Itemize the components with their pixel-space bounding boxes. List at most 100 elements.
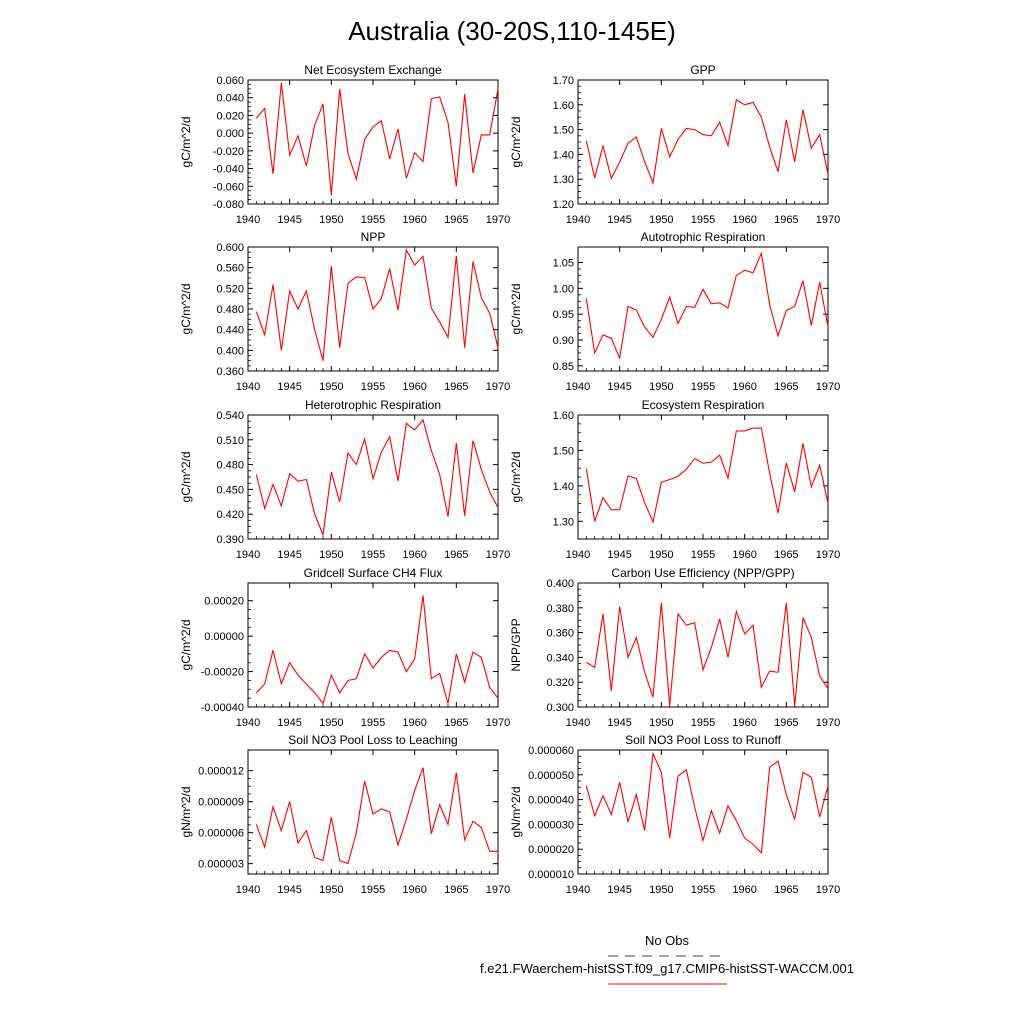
x-tick-label: 1940 bbox=[566, 884, 590, 896]
x-tick-label: 1940 bbox=[236, 381, 260, 393]
y-tick-label: 0.560 bbox=[216, 263, 244, 275]
y-tick-label: 0.360 bbox=[546, 628, 574, 640]
x-tick-label: 1955 bbox=[361, 717, 385, 729]
x-tick-label: 1950 bbox=[319, 381, 343, 393]
series-line bbox=[255, 418, 499, 538]
x-tick-label: 1970 bbox=[816, 884, 840, 896]
x-tick-label: 1960 bbox=[402, 884, 426, 896]
series-line bbox=[255, 595, 499, 705]
x-tick-label: 1960 bbox=[732, 549, 756, 561]
x-tick-label: 1950 bbox=[649, 717, 673, 729]
y-tick-label: 0.300 bbox=[546, 702, 574, 714]
x-tick-label: 1970 bbox=[486, 717, 510, 729]
y-axis-label: gN/m^2/d bbox=[179, 787, 193, 838]
y-tick-label: 0.480 bbox=[216, 304, 244, 316]
x-tick-label: 1970 bbox=[816, 214, 840, 226]
chart-title: Soil NO3 Pool Loss to Runoff bbox=[625, 733, 782, 747]
chart-title: Autotrophic Respiration bbox=[641, 230, 766, 244]
x-tick-label: 1940 bbox=[236, 549, 260, 561]
x-tick-label: 1945 bbox=[277, 549, 301, 561]
chart-panel-8: Carbon Use Efficiency (NPP/GPP) NPP/GPP 0.… bbox=[509, 566, 840, 729]
x-tick-label: 1960 bbox=[402, 549, 426, 561]
y-tick-label: -0.00040 bbox=[201, 702, 244, 714]
y-tick-label: 1.40 bbox=[553, 481, 574, 493]
legend-label: f.e21.FWaerchem-histSST.f09_g17.CMIP6-hi… bbox=[480, 961, 854, 976]
x-tick-label: 1970 bbox=[816, 717, 840, 729]
y-tick-label: 0.000030 bbox=[528, 819, 574, 831]
y-tick-label: 1.60 bbox=[553, 100, 574, 112]
y-tick-label: -0.080 bbox=[213, 199, 244, 211]
x-tick-label: 1960 bbox=[402, 214, 426, 226]
x-tick-label: 1940 bbox=[566, 549, 590, 561]
x-tick-label: 1940 bbox=[236, 214, 260, 226]
y-tick-label: 0.00020 bbox=[204, 596, 244, 608]
series-line bbox=[585, 427, 829, 524]
x-tick-label: 1945 bbox=[277, 381, 301, 393]
y-tick-label: 0.060 bbox=[216, 75, 244, 87]
y-tick-label: 0.000050 bbox=[528, 770, 574, 782]
x-tick-label: 1965 bbox=[444, 549, 468, 561]
y-tick-label: 0.000010 bbox=[528, 869, 574, 881]
figure-title: Australia (30-20S,110-145E) bbox=[348, 16, 676, 46]
x-tick-label: 1965 bbox=[774, 549, 798, 561]
x-tick-label: 1960 bbox=[732, 381, 756, 393]
series-line bbox=[585, 98, 829, 186]
x-tick-label: 1945 bbox=[277, 717, 301, 729]
y-tick-label: 0.00000 bbox=[204, 631, 244, 643]
chart-title: GPP bbox=[690, 63, 715, 77]
y-tick-label: 0.440 bbox=[216, 325, 244, 337]
chart-title: Carbon Use Efficiency (NPP/GPP) bbox=[611, 566, 794, 580]
y-tick-label: -0.00020 bbox=[201, 667, 244, 679]
chart-title: NPP bbox=[361, 230, 386, 244]
x-tick-label: 1950 bbox=[319, 884, 343, 896]
x-tick-label: 1945 bbox=[607, 884, 631, 896]
x-tick-label: 1950 bbox=[319, 549, 343, 561]
y-tick-label: 1.30 bbox=[553, 516, 574, 528]
chart-title: Ecosystem Respiration bbox=[642, 398, 765, 412]
x-tick-label: 1970 bbox=[486, 884, 510, 896]
y-tick-label: 0.000009 bbox=[198, 797, 244, 809]
y-tick-label: 1.40 bbox=[553, 149, 574, 161]
y-tick-label: 0.510 bbox=[216, 435, 244, 447]
x-tick-label: 1960 bbox=[732, 717, 756, 729]
y-tick-label: 0.520 bbox=[216, 283, 244, 295]
x-tick-label: 1940 bbox=[566, 717, 590, 729]
x-tick-label: 1960 bbox=[402, 381, 426, 393]
x-tick-label: 1940 bbox=[236, 884, 260, 896]
y-axis-label: gC/m^2/d bbox=[179, 452, 193, 503]
y-tick-label: -0.020 bbox=[213, 146, 244, 158]
x-tick-label: 1960 bbox=[402, 717, 426, 729]
y-tick-label: 1.00 bbox=[553, 283, 574, 295]
x-tick-label: 1940 bbox=[566, 214, 590, 226]
y-tick-label: 0.000006 bbox=[198, 828, 244, 840]
y-axis-label: gN/m^2/d bbox=[509, 787, 523, 838]
y-tick-label: 0.90 bbox=[553, 335, 574, 347]
y-tick-label: 0.000003 bbox=[198, 859, 244, 871]
plot-frame bbox=[577, 749, 829, 875]
x-tick-label: 1945 bbox=[607, 717, 631, 729]
series-line bbox=[586, 602, 829, 706]
chart-title: Net Ecosystem Exchange bbox=[304, 63, 442, 77]
y-axis-label: gC/m^2/d bbox=[179, 620, 193, 671]
y-tick-label: 0.320 bbox=[546, 677, 574, 689]
chart-title: Heterotrophic Respiration bbox=[305, 398, 441, 412]
x-tick-label: 1955 bbox=[361, 214, 385, 226]
x-tick-label: 1965 bbox=[444, 884, 468, 896]
x-tick-label: 1965 bbox=[774, 884, 798, 896]
x-tick-label: 1950 bbox=[649, 884, 673, 896]
y-tick-label: 1.30 bbox=[553, 174, 574, 186]
x-tick-label: 1950 bbox=[319, 717, 343, 729]
y-axis-label: NPP/GPP bbox=[509, 618, 523, 671]
y-tick-label: 0.000012 bbox=[198, 766, 244, 778]
series-line bbox=[585, 251, 829, 361]
x-tick-label: 1955 bbox=[691, 549, 715, 561]
x-tick-label: 1955 bbox=[691, 214, 715, 226]
x-tick-label: 1955 bbox=[691, 884, 715, 896]
x-tick-label: 1950 bbox=[649, 549, 673, 561]
legend: No Obs f.e21.FWaerchem-histSST.f09_g17.CM… bbox=[480, 933, 854, 985]
y-tick-label: 1.50 bbox=[553, 445, 574, 457]
series-line bbox=[255, 82, 499, 196]
y-tick-label: 0.380 bbox=[546, 603, 574, 615]
